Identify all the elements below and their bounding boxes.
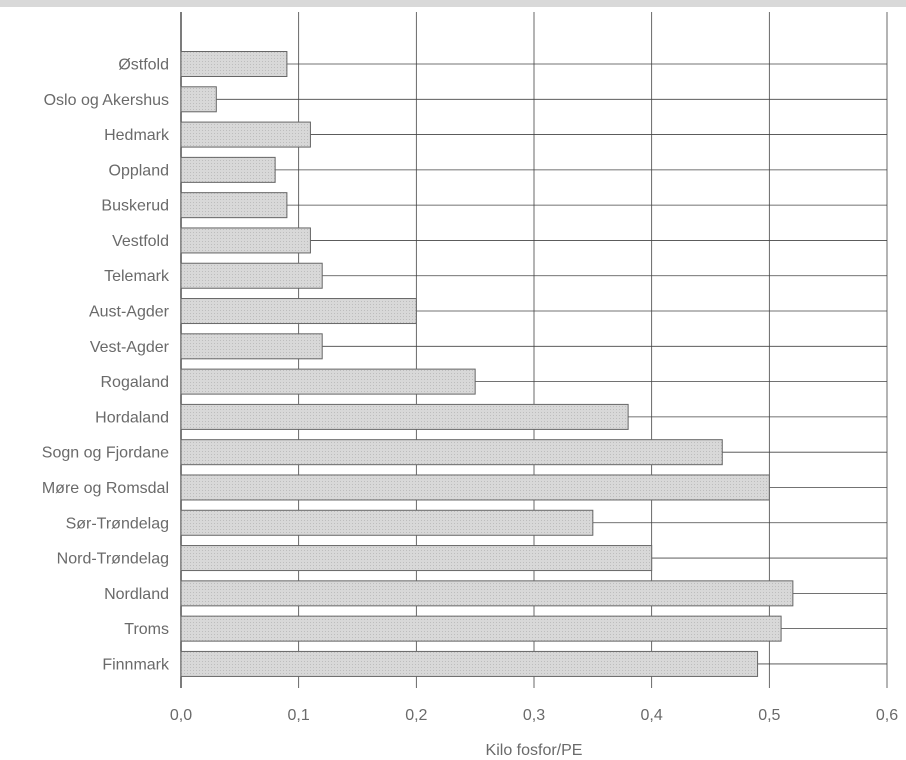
category-label: Vest-Agder (90, 339, 170, 356)
x-tick-label: 0,2 (405, 707, 427, 724)
bar (180, 439, 723, 466)
x-axis-title: Kilo fosfor/PE (486, 742, 583, 759)
bar (180, 262, 323, 289)
bar (180, 121, 311, 148)
category-label: Rogaland (101, 374, 170, 391)
bar (180, 298, 417, 325)
bar (180, 333, 323, 360)
bar (180, 156, 276, 183)
x-tick-labels: 0,0 0,1 0,2 0,3 0,4 0,5 0,6 (170, 707, 898, 724)
category-label: Sogn og Fjordane (42, 445, 169, 462)
category-label: Oslo og Akershus (44, 92, 169, 109)
bar (180, 403, 629, 430)
x-tick-label: 0,4 (641, 707, 663, 724)
bar (180, 580, 794, 607)
category-label: Hordaland (95, 409, 169, 426)
category-label: Vestfold (112, 233, 169, 250)
x-tick-label: 0,0 (170, 707, 192, 724)
bar (180, 192, 288, 219)
x-tick-label: 0,5 (758, 707, 780, 724)
category-label: Oppland (109, 162, 170, 179)
x-tick-label: 0,1 (288, 707, 310, 724)
category-label: Aust-Agder (89, 304, 170, 321)
bar (180, 474, 770, 501)
top-border-band (0, 0, 906, 7)
bar (180, 545, 653, 572)
bars-layer (180, 51, 794, 677)
category-label: Nord-Trøndelag (57, 551, 169, 568)
bar (180, 650, 759, 677)
x-tick-label: 0,3 (523, 707, 545, 724)
category-label: Buskerud (101, 198, 169, 215)
category-label: Østfold (118, 57, 169, 74)
bar (180, 51, 288, 77)
category-label: Hedmark (104, 127, 170, 144)
bar (180, 509, 594, 536)
category-label: Møre og Romsdal (42, 480, 169, 497)
category-label: Nordland (104, 586, 169, 603)
bar (180, 615, 782, 642)
bar (180, 368, 476, 395)
bar (180, 86, 217, 113)
bar (180, 227, 311, 254)
category-label: Troms (124, 621, 169, 638)
category-labels: Østfold Oslo og Akershus Hedmark Oppland Bus… (42, 57, 170, 674)
category-label: Sør-Trøndelag (66, 515, 169, 532)
category-label: Finnmark (102, 656, 170, 673)
category-label: Telemark (104, 268, 170, 285)
x-tick-label: 0,6 (876, 707, 898, 724)
